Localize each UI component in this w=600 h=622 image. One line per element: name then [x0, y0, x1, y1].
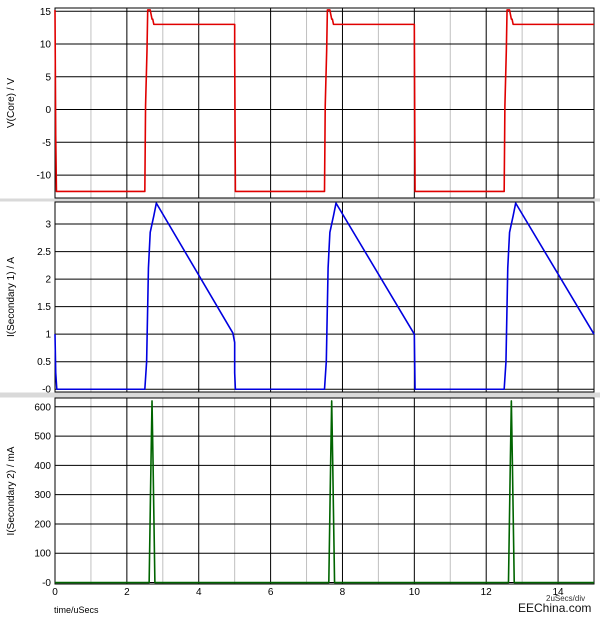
- x-tick-label: 2: [124, 587, 130, 598]
- x-tick-label: 6: [268, 587, 274, 598]
- series-line: [54, 9, 594, 193]
- y-axis-label: I(Secondary 1) / A: [6, 257, 17, 337]
- x-tick-label: 10: [409, 587, 421, 598]
- time-scale-label: 2uSecs/div: [546, 594, 585, 603]
- x-tick-label: 14: [553, 587, 565, 598]
- y-tick-label: 200: [34, 519, 51, 530]
- y-tick-label: 2.5: [37, 247, 51, 258]
- y-axis-label: I(Secondary 2) / mA: [6, 446, 17, 535]
- y-tick-label: 500: [34, 432, 51, 443]
- panel-3: -0 100 200 300 400 500 600 I(Secondary 2) / mA: [6, 397, 595, 589]
- y-tick-label: 100: [34, 549, 51, 560]
- y-tick-label: 15: [40, 7, 52, 18]
- y-tick-label: 3: [45, 220, 51, 231]
- x-axis-label: time/uSecs: [54, 605, 99, 615]
- panel-frame: [54, 397, 595, 585]
- panel-1: -10 -5 0 5 10 15 V(Core) / V: [6, 7, 595, 199]
- panel-2: -0 0.5 1 1.5 2 2.5 3 I(Secondary 1) / A: [6, 201, 595, 396]
- y-tick-label: -0: [42, 578, 51, 589]
- y-tick-label: 2: [45, 275, 51, 286]
- y-tick-label: 400: [34, 461, 51, 472]
- y-tick-label: 1: [45, 330, 51, 341]
- y-tick-label: 10: [40, 40, 52, 51]
- panel-frame: [54, 201, 595, 393]
- x-tick-label: 4: [196, 587, 202, 598]
- y-tick-label: -0: [42, 385, 51, 396]
- y-tick-label: 1.5: [37, 302, 51, 313]
- series-line: [55, 400, 594, 584]
- y-tick-label: -5: [42, 138, 51, 149]
- x-tick-label: 8: [340, 587, 346, 598]
- panel-separator: [0, 198, 600, 202]
- series-line: [54, 202, 595, 391]
- y-tick-label: -10: [37, 171, 52, 182]
- panel-separator: [0, 392, 600, 398]
- y-tick-label: 5: [45, 72, 51, 83]
- x-tick-label: 12: [481, 587, 493, 598]
- y-axis-label: V(Core) / V: [6, 78, 17, 128]
- y-tick-label: 600: [34, 402, 51, 413]
- y-tick-label: 300: [34, 490, 51, 501]
- watermark-text: EEChina.com: [518, 601, 591, 615]
- y-tick-label: 0.5: [37, 357, 51, 368]
- y-tick-label: 0: [45, 105, 51, 116]
- x-tick-label: 0: [52, 587, 58, 598]
